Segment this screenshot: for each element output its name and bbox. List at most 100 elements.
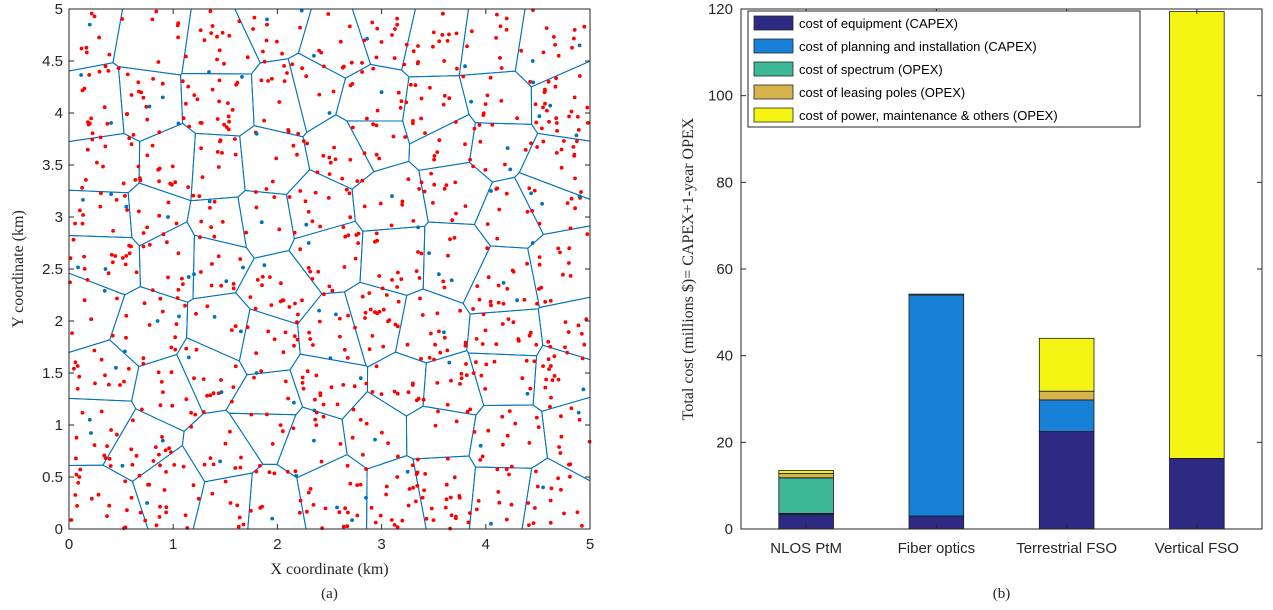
- blue-point: [489, 189, 493, 193]
- blue-point: [147, 104, 152, 109]
- red-point: [150, 17, 155, 22]
- red-point: [167, 446, 172, 451]
- legend-item-0: cost of equipment (CAPEX): [753, 15, 958, 31]
- red-point: [348, 481, 353, 486]
- red-point: [210, 24, 215, 28]
- red-point: [233, 466, 238, 470]
- red-point: [102, 453, 107, 458]
- blue-point: [540, 201, 544, 206]
- red-point: [541, 105, 545, 110]
- red-point: [266, 79, 270, 83]
- red-point: [125, 72, 130, 77]
- red-point: [363, 310, 368, 315]
- red-point: [76, 480, 81, 485]
- red-point: [277, 100, 282, 104]
- red-point: [411, 119, 415, 123]
- red-point: [199, 219, 204, 224]
- red-point: [386, 319, 390, 324]
- red-point: [554, 76, 558, 81]
- red-point: [453, 180, 458, 185]
- red-point: [265, 412, 269, 417]
- red-point: [399, 277, 404, 281]
- red-point: [181, 116, 186, 121]
- red-point: [505, 433, 510, 438]
- y-tick-label-b: 40: [716, 348, 733, 365]
- red-point: [154, 523, 159, 528]
- red-point: [317, 92, 322, 97]
- red-point: [307, 330, 311, 335]
- red-point: [483, 387, 488, 391]
- legend: cost of equipment (CAPEX) cost of planni…: [747, 10, 1141, 128]
- red-point: [230, 399, 234, 404]
- red-point: [80, 410, 85, 415]
- red-point: [281, 298, 286, 303]
- red-point: [75, 504, 79, 508]
- red-point: [562, 511, 566, 516]
- red-point: [504, 467, 509, 472]
- red-point: [292, 343, 296, 348]
- red-point: [384, 484, 389, 489]
- red-point: [429, 331, 433, 336]
- red-point: [417, 276, 422, 280]
- bar-segment: [1038, 399, 1095, 432]
- blue-point: [577, 194, 582, 199]
- red-point: [105, 121, 110, 126]
- voronoi-cell: [181, 8, 261, 75]
- red-point: [527, 523, 531, 527]
- blue-point: [262, 263, 267, 268]
- red-point: [443, 505, 448, 510]
- red-point: [337, 510, 342, 515]
- red-point: [283, 330, 288, 335]
- legend-label-3: cost of leasing poles (OPEX): [799, 85, 965, 100]
- red-point: [529, 141, 533, 146]
- red-point: [494, 342, 499, 347]
- red-point: [122, 526, 126, 531]
- red-point: [202, 38, 207, 43]
- voronoi-cell: [117, 66, 184, 143]
- red-point: [533, 102, 538, 107]
- red-point: [495, 186, 500, 191]
- red-point: [92, 14, 97, 19]
- red-point: [569, 109, 574, 114]
- red-point: [254, 205, 259, 210]
- red-point: [208, 206, 212, 210]
- red-point: [154, 9, 159, 14]
- voronoi-cell: [238, 308, 301, 376]
- red-point: [472, 126, 477, 131]
- red-point: [503, 162, 507, 167]
- red-point: [124, 112, 129, 116]
- red-point: [192, 93, 197, 97]
- red-point: [572, 28, 577, 32]
- red-point: [400, 518, 405, 523]
- red-point: [150, 143, 155, 148]
- red-point: [396, 454, 400, 459]
- red-point: [471, 307, 475, 311]
- red-point: [78, 467, 83, 472]
- red-point: [548, 404, 552, 409]
- red-point: [99, 409, 104, 414]
- blue-point: [437, 272, 441, 277]
- red-point: [375, 238, 379, 243]
- red-point: [550, 378, 555, 383]
- red-point: [447, 96, 452, 101]
- red-point: [559, 147, 564, 152]
- red-point: [160, 81, 165, 86]
- red-point: [162, 488, 167, 492]
- red-point: [201, 377, 206, 381]
- red-point: [548, 520, 553, 525]
- red-point: [272, 195, 277, 200]
- red-point: [254, 190, 258, 194]
- red-point: [356, 241, 360, 246]
- red-point: [384, 492, 388, 497]
- red-point: [437, 138, 442, 143]
- red-point: [252, 375, 256, 380]
- red-point: [222, 122, 227, 127]
- blue-point: [254, 371, 259, 375]
- y-tick-label-b: 0: [725, 521, 733, 538]
- red-point: [424, 516, 429, 521]
- red-point: [300, 381, 305, 385]
- red-point: [89, 116, 93, 121]
- red-point: [268, 275, 272, 279]
- red-point: [463, 343, 468, 348]
- red-point: [367, 347, 372, 352]
